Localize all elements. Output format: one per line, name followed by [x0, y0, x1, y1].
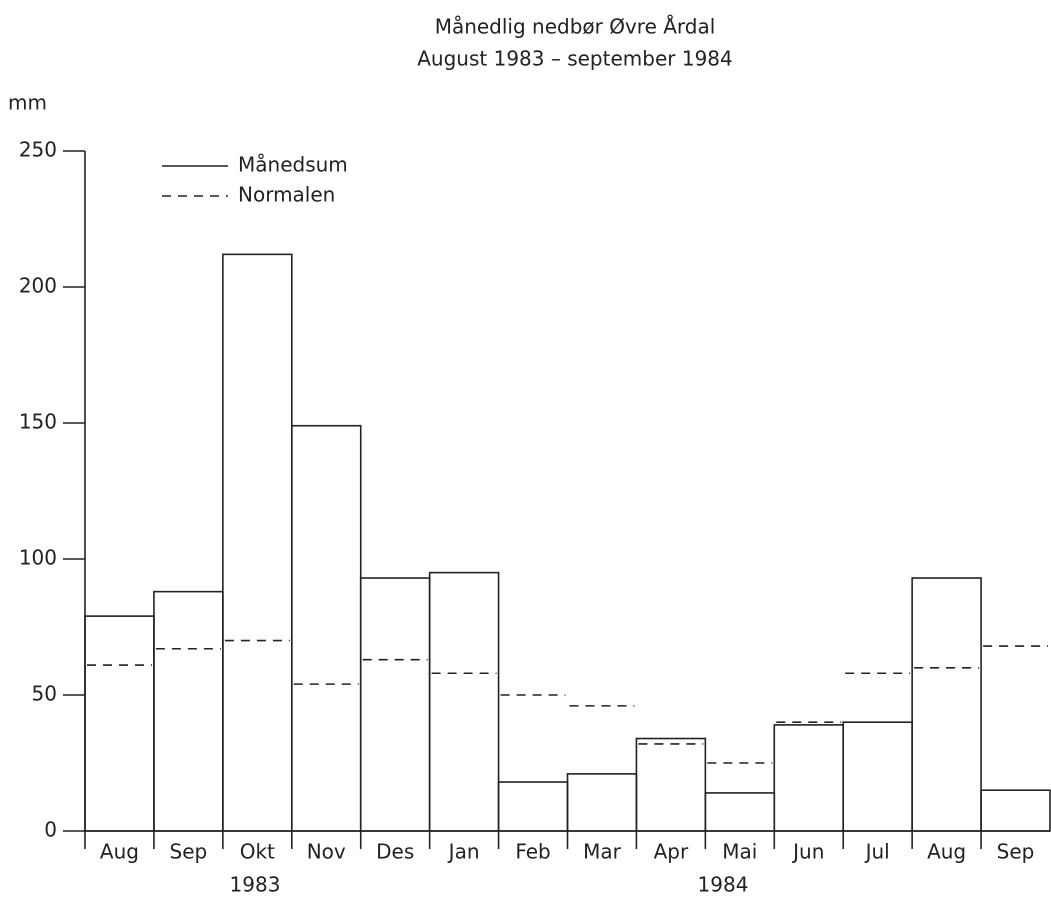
bar — [153, 590, 224, 832]
x-tick-label: Mar — [583, 840, 622, 864]
y-tick-label: 200 — [19, 274, 57, 298]
y-tick-label: 0 — [44, 818, 57, 842]
x-tick-label: Aug — [100, 840, 139, 864]
bar — [980, 789, 1051, 832]
x-tick-label: Feb — [515, 840, 550, 864]
x-tick-label: Jan — [447, 840, 480, 864]
bar — [497, 781, 569, 832]
bar — [842, 721, 913, 832]
chart-subtitle: August 1983 – september 1984 — [417, 47, 733, 71]
bar — [773, 724, 845, 832]
x-tick-label: Sep — [997, 840, 1035, 864]
x-tick-label: Apr — [654, 840, 689, 864]
bar — [222, 253, 293, 832]
y-tick-label: 50 — [32, 682, 57, 706]
x-tick-label: Sep — [170, 840, 208, 864]
x-tick-label: Aug — [927, 840, 966, 864]
y-tick-label: 100 — [19, 546, 57, 570]
x-tick-label: Des — [376, 840, 414, 864]
bar — [290, 424, 362, 832]
y-axis-label: mm — [8, 91, 47, 115]
x-tick-label: Jun — [791, 840, 824, 864]
bar — [704, 792, 776, 832]
y-tick-label: 250 — [19, 138, 57, 162]
year-label: 1983 — [230, 873, 281, 897]
x-tick-label: Jul — [864, 840, 890, 864]
legend-label: Månedsum — [238, 153, 348, 177]
x-tick-label: Okt — [240, 840, 275, 864]
year-label: 1984 — [698, 873, 749, 897]
bar — [566, 773, 638, 832]
x-tick-label: Mai — [722, 840, 757, 864]
x-tick-label: Nov — [307, 840, 346, 864]
bar — [428, 571, 500, 832]
bar — [911, 577, 982, 832]
bar — [359, 577, 431, 832]
y-tick-label: 150 — [19, 410, 57, 434]
legend-label: Normalen — [238, 183, 335, 207]
chart-title: Månedlig nedbør Øvre Årdal — [435, 15, 716, 39]
bar — [635, 737, 707, 832]
bar — [84, 615, 155, 832]
